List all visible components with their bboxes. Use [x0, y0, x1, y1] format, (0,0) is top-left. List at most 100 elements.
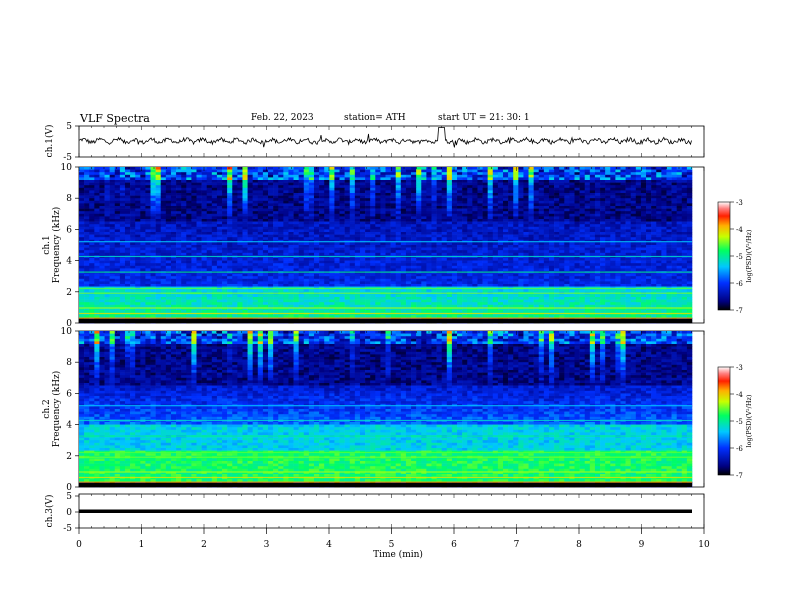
spectrogram-cell [380, 247, 386, 251]
spectrogram-cell [457, 193, 463, 196]
spectrogram-cell [411, 260, 417, 264]
spectrogram-cell [89, 172, 95, 176]
spectrogram-cell [543, 198, 550, 202]
spectrogram-cell [518, 258, 524, 261]
spectrogram-cell [99, 193, 105, 196]
spectrogram-cell [457, 245, 463, 248]
spectrogram-cell [196, 224, 202, 228]
spectrogram-cell [339, 206, 345, 209]
spectrogram-cell [119, 174, 126, 178]
spectrogram-cell [227, 198, 233, 202]
spectrogram-cell [579, 177, 586, 181]
spectrogram-cell [416, 224, 422, 228]
spectrogram-cell [411, 245, 417, 248]
spectrogram-cell [564, 211, 570, 215]
spectrogram-cell [554, 232, 560, 235]
spectrogram-cell [303, 169, 310, 173]
spectrogram-cell [114, 198, 121, 202]
spectrogram-cell [247, 193, 253, 196]
spectrogram-cell [313, 200, 320, 204]
spectrogram-cell [354, 229, 361, 233]
spectrogram-cell [313, 211, 320, 215]
spectrogram-cell [359, 221, 366, 225]
spectrogram-cell [497, 206, 504, 209]
spectrogram-cell [564, 234, 570, 238]
spectrogram-cell [135, 193, 141, 196]
spectrogram-cell [99, 263, 105, 267]
spectrogram-cell [610, 237, 616, 241]
spectrogram-cell [354, 174, 361, 178]
spectrogram-cell [390, 211, 397, 215]
spectrogram-cell [487, 177, 494, 181]
spectrogram-cell [150, 208, 156, 212]
spectrogram-cell [548, 234, 555, 238]
spectrogram-cell [211, 193, 218, 196]
spectrogram-cell [370, 195, 376, 199]
spectrogram-cell [150, 200, 156, 204]
spectrogram-cell [600, 234, 606, 238]
spectrogram-cell [538, 232, 545, 235]
spectrogram-cell [196, 193, 202, 196]
spectrogram-cell [554, 224, 560, 228]
spectrogram-cell [273, 185, 279, 189]
spectrogram-cell [150, 232, 156, 235]
spectrogram-cell [150, 169, 156, 173]
spectrogram-cell [313, 174, 320, 178]
spectrogram-cell [196, 250, 202, 254]
spectrogram-cell [513, 221, 519, 225]
spectrogram-cell [99, 177, 105, 181]
spectrogram-cell [278, 167, 284, 170]
spectrogram-cell [109, 185, 116, 189]
spectrogram-cell [635, 203, 642, 207]
spectrogram-cell [559, 185, 565, 189]
spectrogram-cell [155, 252, 162, 256]
spectrogram-cell [145, 193, 151, 196]
spectrogram-cell [666, 187, 672, 191]
spectrogram-cell [79, 211, 85, 215]
spectrogram-cell [666, 268, 672, 272]
spectrogram-cell [303, 177, 310, 181]
spectrogram-cell [145, 211, 151, 215]
spectrogram-cell [191, 169, 197, 173]
spectrogram-cell [518, 172, 524, 176]
spectrogram-cell [94, 226, 100, 230]
spectrogram-cell [584, 224, 591, 228]
spectrogram-cell [339, 213, 345, 217]
spectrogram-cell [375, 167, 381, 170]
spectrogram-cell [334, 252, 340, 256]
spectrogram-cell [252, 185, 259, 189]
spectrogram-cell [84, 260, 90, 264]
spectrogram-cell [589, 232, 596, 235]
spectrogram-cell [227, 190, 233, 194]
spectrogram-cell [344, 221, 351, 225]
spectrogram-cell [605, 190, 611, 194]
spectrogram-cell [273, 187, 279, 191]
spectrogram-cell [589, 195, 596, 199]
spectrogram-cell [620, 180, 626, 183]
spectrogram-cell [288, 195, 294, 199]
spectrogram-cell [232, 180, 238, 183]
spectrogram-cell [216, 180, 223, 183]
spectrogram-cell [559, 193, 565, 196]
y-tick-label: -5 [63, 153, 72, 163]
spectrogram-cell [344, 200, 351, 204]
spectrogram-cell [191, 250, 197, 254]
spectrogram-cell [467, 258, 473, 261]
spectrogram-cell [278, 198, 284, 202]
spectrogram-cell [462, 211, 468, 215]
spectrogram-cell [400, 265, 407, 269]
spectrogram-cell [594, 221, 601, 225]
spectrogram-cell [518, 193, 524, 196]
spectrogram-cell [124, 213, 131, 217]
spectrogram-cell [528, 221, 534, 225]
spectrogram-cell [247, 229, 253, 233]
spectrogram-cell [630, 172, 637, 176]
spectrogram-cell [124, 185, 131, 189]
spectrogram-cell [686, 169, 693, 173]
spectrogram-cell [385, 190, 391, 194]
spectrogram-cell [508, 265, 514, 269]
spectrogram-cell [155, 213, 162, 217]
spectrogram-cell [109, 258, 116, 261]
spectrogram-cell [268, 190, 274, 194]
spectrogram-cell [293, 247, 299, 251]
